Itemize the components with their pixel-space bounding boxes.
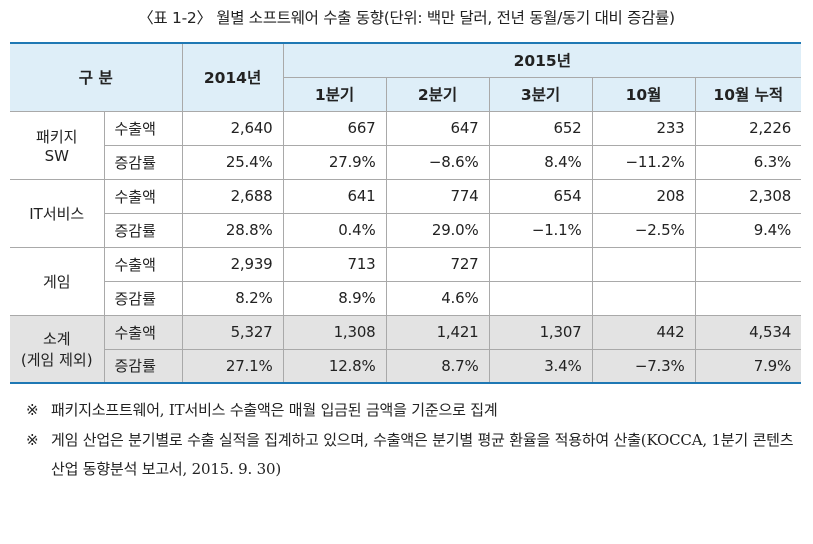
value-cell: 727	[385, 246, 490, 282]
value-cell: 2,308	[694, 178, 802, 214]
value-cell: 442	[591, 314, 696, 350]
value-cell: 8.4%	[488, 144, 593, 180]
row-group-label-line: 소계	[42, 329, 71, 348]
value-cell: 0.4%	[282, 212, 387, 248]
header-period: 3분기	[488, 76, 593, 112]
row-group-label-line: (게임 제외)	[20, 350, 93, 369]
value-cell: 8.9%	[282, 280, 387, 316]
value-cell: 3.4%	[488, 348, 593, 384]
metric-label: 수출액	[103, 314, 183, 350]
header-row-periods: 1분기 2분기 3분기 10월 10월 누적	[10, 76, 802, 112]
row-group-label: 게임	[10, 246, 105, 316]
value-cell: 647	[385, 110, 490, 146]
value-cell: 2,939	[181, 246, 284, 282]
value-cell: 29.0%	[385, 212, 490, 248]
value-cell	[591, 280, 696, 316]
value-cell: −1.1%	[488, 212, 593, 248]
value-cell	[488, 246, 593, 282]
value-cell: 9.4%	[694, 212, 802, 248]
value-cell: 654	[488, 178, 593, 214]
value-cell: 2,688	[181, 178, 284, 214]
value-cell: 28.8%	[181, 212, 284, 248]
table-row: 증감률 28.8% 0.4% 29.0% −1.1% −2.5% 9.4%	[10, 212, 802, 248]
value-cell: 8.7%	[385, 348, 490, 384]
value-cell: 6.3%	[694, 144, 802, 180]
footnotes: ※ 패키지소프트웨어, IT서비스 수출액은 매월 입금된 금액을 기준으로 집…	[26, 396, 806, 484]
table-row: 증감률 25.4% 27.9% −8.6% 8.4% −11.2% 6.3%	[10, 144, 802, 180]
value-cell: 713	[282, 246, 387, 282]
note-mark: ※	[26, 401, 39, 419]
value-cell: 25.4%	[181, 144, 284, 180]
value-cell: 8.2%	[181, 280, 284, 316]
metric-label: 증감률	[103, 212, 183, 248]
table-row: 증감률 27.1% 12.8% 8.7% 3.4% −7.3% 7.9%	[10, 348, 802, 384]
header-row-years: 구 분 2014년 2015년	[10, 43, 802, 112]
row-group-label-line: SW	[44, 146, 69, 165]
value-cell: 4,534	[694, 314, 802, 350]
value-cell	[488, 280, 593, 316]
row-group-label: IT서비스	[10, 178, 105, 248]
value-cell: −2.5%	[591, 212, 696, 248]
header-period: 10월	[591, 76, 696, 112]
note-text: 패키지소프트웨어, IT서비스 수출액은 매월 입금된 금액을 기준으로 집계	[51, 401, 498, 419]
header-period: 2분기	[385, 76, 490, 112]
value-cell: 2,226	[694, 110, 802, 146]
header-period: 10월 누적	[694, 76, 802, 112]
value-cell: 1,307	[488, 314, 593, 350]
row-group-label-line: 게임	[42, 272, 71, 291]
value-cell: −11.2%	[591, 144, 696, 180]
value-cell: 208	[591, 178, 696, 214]
metric-label: 증감률	[103, 280, 183, 316]
value-cell: 641	[282, 178, 387, 214]
table-caption: 〈표 1-2〉 월별 소프트웨어 수출 동향(단위: 백만 달러, 전년 동월/…	[138, 9, 675, 27]
value-cell: −8.6%	[385, 144, 490, 180]
table-row: 소계 (게임 제외) 수출액 5,327 1,308 1,421 1,307 442 4,534	[10, 314, 802, 384]
value-cell: 1,308	[282, 314, 387, 350]
row-group-label-line: IT서비스	[29, 204, 85, 223]
value-cell: 12.8%	[282, 348, 387, 384]
metric-label: 수출액	[103, 246, 183, 282]
row-group-label-line: 패키지	[36, 127, 78, 146]
header-category: 구 분	[10, 43, 183, 112]
metric-label: 증감률	[103, 348, 183, 384]
value-cell	[694, 280, 802, 316]
table-row: IT서비스 수출액 2,688 641 774 654 208 2,308	[10, 178, 802, 248]
value-cell: 667	[282, 110, 387, 146]
value-cell: 7.9%	[694, 348, 802, 384]
value-cell	[591, 246, 696, 282]
value-cell: 27.9%	[282, 144, 387, 180]
table-body: 패키지 SW 수출액 2,640 667 647 652 233 2,226 증감률 25.4% 27…	[10, 110, 802, 384]
table-row: 증감률 8.2% 8.9% 4.6%	[10, 280, 802, 316]
value-cell: 233	[591, 110, 696, 146]
footnote: ※ 패키지소프트웨어, IT서비스 수출액은 매월 입금된 금액을 기준으로 집…	[26, 396, 806, 425]
value-cell: 27.1%	[181, 348, 284, 384]
metric-label: 증감률	[103, 144, 183, 180]
value-cell: 5,327	[181, 314, 284, 350]
export-table: 구 분 2014년 2015년 1분기 2분기 3분기 10월 10월 누적 패…	[10, 42, 802, 384]
value-cell	[694, 246, 802, 282]
table-row: 패키지 SW 수출액 2,640 667 647 652 233 2,226	[10, 110, 802, 180]
footnote: ※ 게임 산업은 분기별로 수출 실적을 집계하고 있으며, 수출액은 분기별 …	[26, 426, 806, 484]
value-cell: 1,421	[385, 314, 490, 350]
value-cell: 774	[385, 178, 490, 214]
header-2014: 2014년	[181, 43, 284, 112]
table-row: 게임 수출액 2,939 713 727	[10, 246, 802, 316]
value-cell: −7.3%	[591, 348, 696, 384]
note-mark: ※	[26, 431, 39, 449]
header-period: 1분기	[282, 76, 387, 112]
metric-label: 수출액	[103, 110, 183, 146]
value-cell: 2,640	[181, 110, 284, 146]
row-group-label: 패키지 SW	[10, 110, 105, 180]
value-cell: 652	[488, 110, 593, 146]
row-group-label: 소계 (게임 제외)	[10, 314, 105, 384]
note-text: 게임 산업은 분기별로 수출 실적을 집계하고 있으며, 수출액은 분기별 평균…	[51, 431, 794, 478]
header-2015: 2015년	[282, 43, 802, 78]
value-cell: 4.6%	[385, 280, 490, 316]
metric-label: 수출액	[103, 178, 183, 214]
